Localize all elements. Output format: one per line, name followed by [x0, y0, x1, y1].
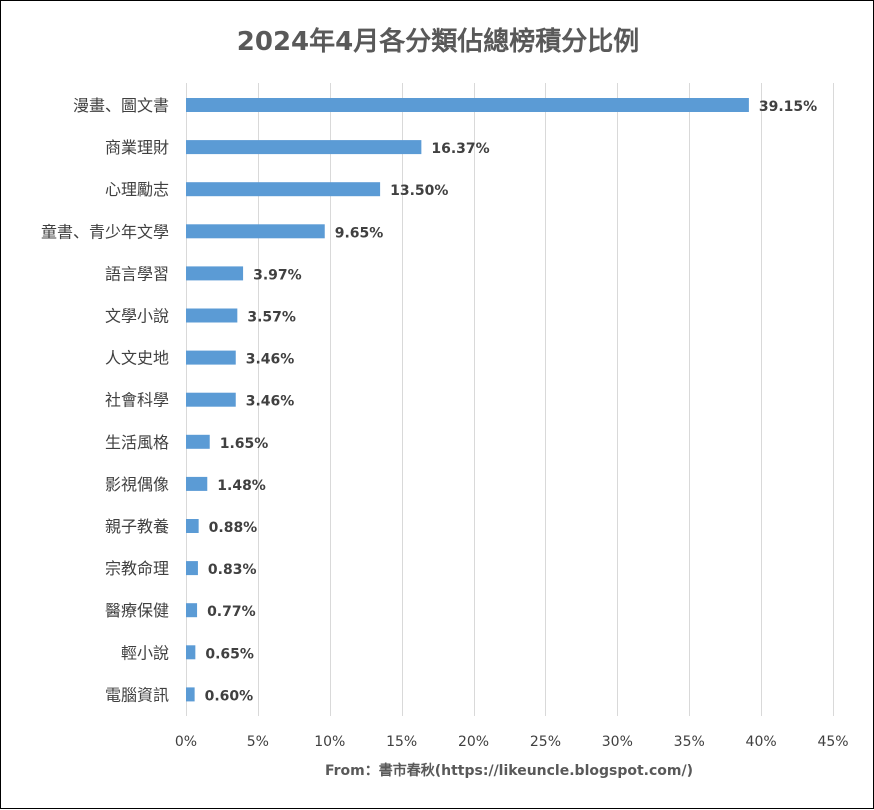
category-label: 輕小說 — [121, 643, 169, 662]
category-label: 醫療保健 — [105, 601, 169, 620]
value-label: 0.77% — [207, 604, 256, 620]
x-tick-label: 20% — [458, 734, 489, 750]
x-tick-label: 5% — [247, 734, 269, 750]
bar — [186, 308, 238, 323]
category-label: 影視偶像 — [105, 475, 169, 494]
x-tick-labels: 0% 5% 10% 15% 20% 25% 30% 35% 40% 45% — [175, 734, 849, 750]
value-label: 9.65% — [335, 225, 384, 241]
category-labels: 漫畫、圖文書商業理財心理勵志童書、青少年文學語言學習文學小說人文史地社會科學生活… — [41, 96, 169, 704]
bars — [186, 98, 749, 702]
bar — [186, 434, 210, 449]
value-label: 0.88% — [209, 520, 258, 536]
bar — [186, 266, 244, 281]
value-label: 13.50% — [390, 183, 448, 199]
x-tick-label: 25% — [530, 734, 561, 750]
bar — [186, 476, 208, 491]
bar — [186, 224, 325, 239]
x-tick-label: 0% — [175, 734, 197, 750]
value-labels: 39.15% 16.37% 13.50% 9.65% 3.97% 3.57% 3.46% 3.… — [205, 99, 818, 704]
value-label: 0.60% — [205, 688, 254, 704]
x-tick-label: 30% — [602, 734, 633, 750]
category-label: 語言學習 — [105, 264, 169, 283]
category-label: 宗教命理 — [105, 559, 169, 578]
category-label: 漫畫、圖文書 — [73, 96, 169, 115]
category-label: 生活風格 — [105, 433, 169, 452]
category-label: 心理勵志 — [105, 180, 169, 199]
x-tick-label: 35% — [674, 734, 705, 750]
value-label: 3.46% — [246, 352, 295, 368]
value-label: 3.97% — [253, 267, 302, 283]
bar — [186, 603, 198, 618]
bar — [186, 519, 199, 533]
value-label: 0.65% — [205, 646, 254, 662]
value-label: 16.37% — [431, 141, 489, 157]
x-tick-label: 10% — [314, 734, 345, 750]
bar — [186, 561, 198, 576]
category-label: 童書、青少年文學 — [41, 222, 169, 241]
value-label: 3.57% — [247, 310, 296, 326]
bar — [186, 687, 195, 702]
value-label: 3.46% — [246, 394, 295, 410]
category-label: 人文史地 — [105, 349, 169, 368]
bar — [186, 350, 236, 365]
category-label: 電腦資訊 — [105, 685, 169, 704]
category-label: 親子教養 — [105, 517, 169, 536]
category-label: 商業理財 — [105, 138, 169, 157]
bar — [186, 645, 196, 660]
value-label: 1.65% — [220, 436, 269, 452]
category-label: 社會科學 — [105, 391, 169, 410]
bar — [186, 98, 749, 112]
source-credit: From：書市春秋(https://likeuncle.blogspot.com… — [325, 762, 693, 779]
value-label: 39.15% — [759, 99, 817, 115]
bar — [186, 140, 422, 155]
value-label: 0.83% — [208, 562, 257, 578]
bar — [186, 392, 236, 407]
x-tick-label: 40% — [746, 734, 777, 750]
category-label: 文學小說 — [105, 307, 169, 326]
value-label: 1.48% — [217, 478, 266, 494]
x-tick-label: 45% — [817, 734, 848, 750]
chart-title: 2024年4月各分類佔總榜積分比例 — [237, 26, 639, 57]
x-tick-label: 15% — [386, 734, 417, 750]
bar — [186, 182, 381, 197]
